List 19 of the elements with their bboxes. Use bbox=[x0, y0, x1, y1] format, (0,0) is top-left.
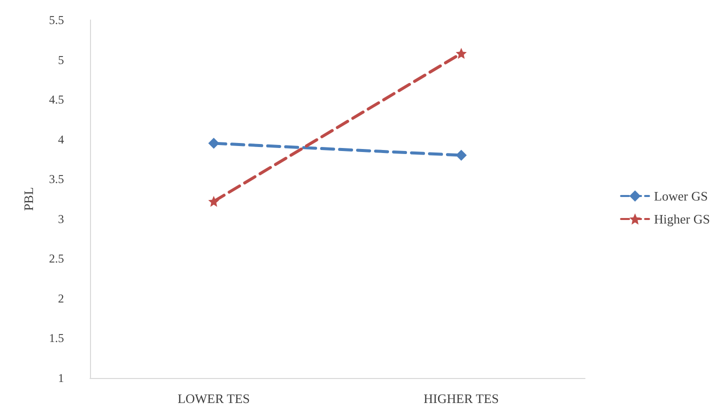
y-tick-label: 4 bbox=[58, 132, 64, 146]
y-tick-label: 3.5 bbox=[49, 172, 64, 186]
y-tick-label: 4.5 bbox=[49, 92, 64, 107]
y-tick-label: 5 bbox=[58, 52, 64, 67]
x-tick-label: LOWER TES bbox=[178, 391, 250, 406]
y-tick-label: 1 bbox=[58, 371, 64, 385]
y-tick-label: 1.5 bbox=[49, 331, 64, 346]
point bbox=[208, 196, 220, 207]
y-axis-title: PBL bbox=[21, 187, 36, 211]
y-tick-label: 2 bbox=[58, 291, 64, 306]
point bbox=[208, 138, 220, 149]
point bbox=[456, 48, 467, 59]
point bbox=[456, 150, 467, 161]
legend-label: Lower GS bbox=[654, 188, 708, 204]
y-tick-label: 5.5 bbox=[49, 13, 64, 27]
y-tick-label: 2.5 bbox=[49, 252, 64, 266]
legend-label: Higher GS bbox=[654, 212, 710, 226]
x-tick-label: HIGHER TES bbox=[424, 391, 499, 406]
y-tick-label: 3 bbox=[58, 212, 64, 226]
